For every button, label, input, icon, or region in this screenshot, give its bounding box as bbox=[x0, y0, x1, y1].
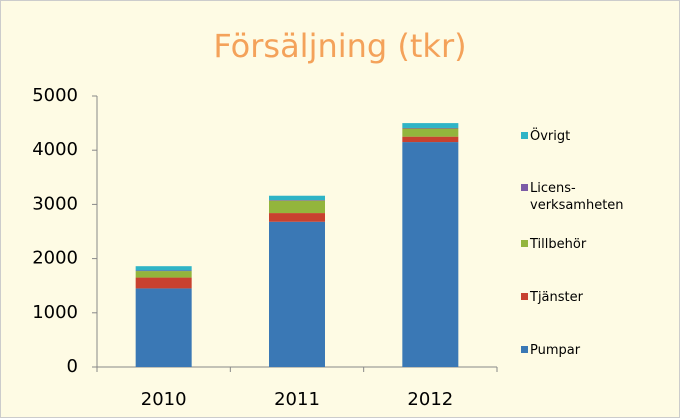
y-tick-label: 4000 bbox=[32, 139, 78, 160]
legend-label: Tjänster bbox=[530, 290, 583, 305]
bar-segment bbox=[135, 266, 192, 271]
bar-segment bbox=[135, 288, 192, 367]
chart-title: Försäljning (tkr) bbox=[213, 27, 466, 65]
y-tick-label: 0 bbox=[67, 356, 78, 377]
legend-swatch bbox=[521, 293, 528, 300]
y-tick-label: 1000 bbox=[32, 302, 78, 323]
legend-swatch bbox=[521, 240, 528, 247]
bar-segment bbox=[402, 127, 459, 129]
legend-swatch bbox=[521, 346, 528, 353]
x-tick-label: 2011 bbox=[274, 389, 320, 410]
bar-segment bbox=[269, 200, 325, 214]
bar-segment bbox=[402, 123, 459, 128]
bar-segment bbox=[269, 213, 325, 222]
bar-segment bbox=[402, 142, 459, 367]
y-tick-label: 2000 bbox=[32, 248, 78, 269]
bar-segment bbox=[269, 200, 325, 201]
legend-label: Tillbehör bbox=[530, 237, 587, 252]
bar-segment bbox=[402, 136, 459, 143]
bar-segment bbox=[402, 128, 459, 137]
legend-label: Licens-verksamheten bbox=[530, 181, 624, 213]
legend-label: Övrigt bbox=[530, 129, 571, 144]
y-tick-label: 3000 bbox=[32, 193, 78, 214]
bar-segment bbox=[135, 271, 192, 278]
bar-segment bbox=[269, 195, 325, 201]
legend-swatch bbox=[521, 184, 528, 191]
bar-segment bbox=[269, 221, 325, 367]
legend-label: Pumpar bbox=[530, 343, 581, 358]
legend-item: Övrigt bbox=[521, 128, 651, 145]
x-tick-label: 2012 bbox=[407, 389, 453, 410]
bar-segment bbox=[135, 277, 192, 289]
legend-swatch bbox=[521, 132, 528, 139]
bar-segment bbox=[135, 270, 192, 272]
x-tick-label: 2010 bbox=[141, 389, 187, 410]
legend-item: Tjänster bbox=[521, 289, 651, 306]
legend-item: Tillbehör bbox=[521, 236, 651, 253]
y-tick-label: 5000 bbox=[32, 85, 78, 106]
legend-item: Licens-verksamheten bbox=[521, 180, 651, 214]
legend-item: Pumpar bbox=[521, 342, 651, 359]
